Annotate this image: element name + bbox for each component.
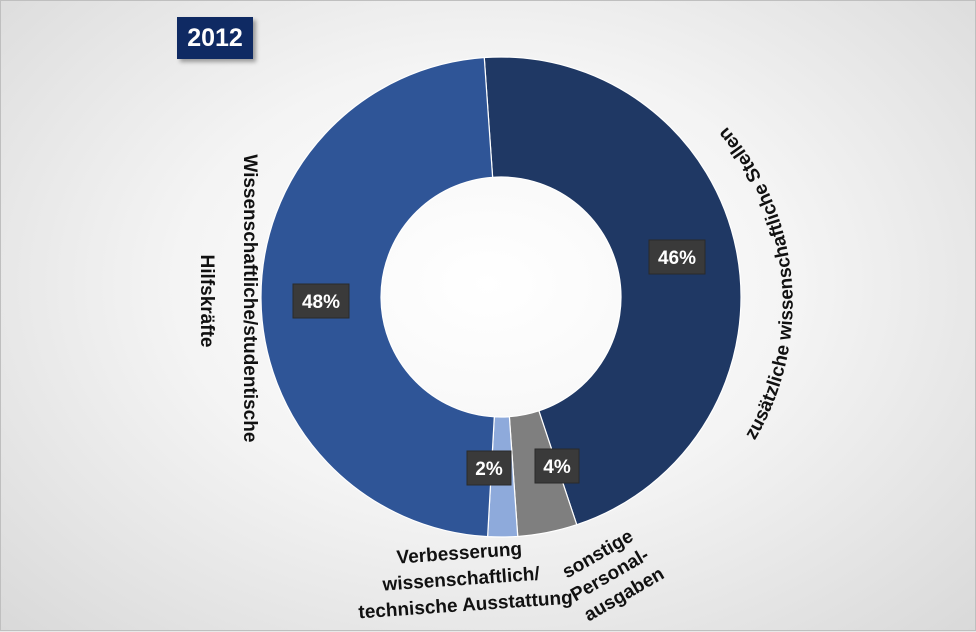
percentage-label-box: [534, 448, 580, 484]
percentage-label: 48%: [292, 283, 350, 319]
percentage-label-text: 2%: [475, 459, 503, 480]
percentage-label-text: 4%: [543, 457, 571, 478]
percentage-label-box: [648, 239, 706, 275]
label-sonstige: sonstige Personal- ausgaben: [555, 521, 669, 627]
label-verbesserung: Verbesserung wissenschaftlich/ technisch…: [354, 536, 573, 624]
year-badge: 2012: [177, 17, 253, 59]
percentage-label: 4%: [534, 448, 580, 484]
percentage-label-box: [466, 450, 512, 486]
donut-slice: [483, 56, 742, 526]
percentage-label-box: [292, 283, 350, 319]
label-hilfskraefte: Wissenschaftliche/studentische Hilfskräf…: [196, 154, 260, 447]
percentage-label-text: 48%: [302, 292, 340, 313]
percentage-label: 46%: [648, 239, 706, 275]
percentage-label-text: 46%: [658, 248, 696, 269]
donut-slice: [260, 56, 495, 538]
percentage-labels: 46% 4% 2% 48%: [292, 239, 706, 486]
percentage-label: 2%: [466, 450, 512, 486]
donut-slices: [260, 56, 742, 538]
